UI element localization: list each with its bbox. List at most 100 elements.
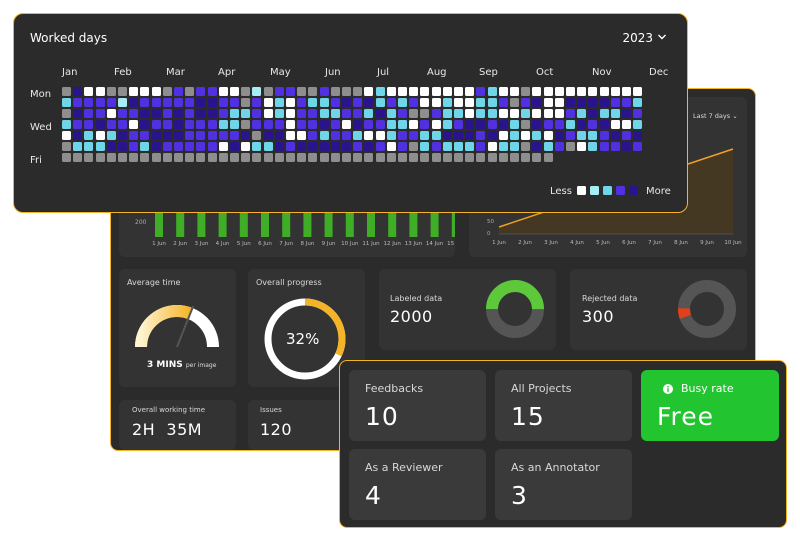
- heatmap-cell: [543, 153, 553, 162]
- heatmap-cell: [274, 120, 284, 129]
- feedbacks-value: 10: [365, 402, 399, 431]
- heatmap-cell: [185, 153, 195, 162]
- heatmap-cell: [218, 87, 228, 96]
- heatmap-cell: [218, 142, 228, 151]
- heatmap-cell: [62, 109, 71, 118]
- legend-swatch: [603, 186, 612, 195]
- heatmap-cell: [162, 87, 172, 96]
- heatmap-cell: [297, 131, 307, 140]
- info-icon: [663, 384, 673, 394]
- heatmap-cell: [263, 120, 273, 129]
- heatmap-cell: [364, 142, 374, 151]
- bar-chart-tick: 200: [135, 219, 147, 226]
- heatmap-cell: [577, 142, 587, 151]
- heatmap-cell: [207, 120, 217, 129]
- legend-more: More: [646, 186, 671, 197]
- heatmap-cell: [319, 98, 329, 107]
- heatmap-cell: [218, 153, 228, 162]
- rejected-data-donut: [678, 280, 736, 338]
- reviewer-card[interactable]: As a Reviewer 4: [349, 449, 486, 520]
- annotator-card[interactable]: As an Annotator 3: [495, 449, 632, 520]
- heatmap-cell: [319, 120, 329, 129]
- heatmap-cell: [129, 120, 139, 129]
- heatmap-cell: [263, 87, 273, 96]
- heatmap-cell: [84, 120, 94, 129]
- busy-rate-card[interactable]: Busy rate Free: [641, 370, 779, 441]
- range-select[interactable]: Last 7 days ⌄: [693, 112, 738, 120]
- heatmap-cell: [498, 120, 508, 129]
- line-tick-label: 50: [487, 219, 494, 225]
- heatmap-cell: [140, 109, 150, 118]
- heatmap-cell: [241, 98, 251, 107]
- heatmap-cell: [106, 98, 116, 107]
- all-projects-card[interactable]: All Projects 15: [495, 370, 632, 441]
- heatmap-cell: [588, 120, 598, 129]
- heatmap-cell: [398, 153, 407, 162]
- heatmap-cell: [633, 109, 643, 118]
- heatmap-cell: [274, 153, 284, 162]
- heatmap-cell: [431, 131, 441, 140]
- heatmap-cell: [599, 87, 609, 96]
- line-date-label: 3 Jun: [544, 240, 558, 246]
- heatmap-cell: [129, 131, 139, 140]
- heatmap-cell: [218, 131, 228, 140]
- heatmap-cell: [308, 142, 318, 151]
- heatmap-cell: [140, 153, 150, 162]
- heatmap-cell: [633, 87, 643, 96]
- heatmap-cell: [73, 131, 83, 140]
- heatmap-cell: [263, 109, 273, 118]
- heatmap-cell: [409, 142, 419, 151]
- bar: [197, 199, 206, 237]
- range-select-label: Last 7 days: [693, 112, 731, 120]
- heatmap-cell: [577, 87, 587, 96]
- heatmap-cell: [106, 87, 116, 96]
- heatmap-cell: [420, 142, 430, 151]
- heatmap-cell: [252, 98, 262, 107]
- heatmap-cell: [297, 87, 307, 96]
- heatmap-cell: [207, 87, 217, 96]
- heatmap-cell: [129, 153, 139, 162]
- heatmap-cell: [465, 142, 475, 151]
- bar: [367, 199, 375, 237]
- heatmap-cell: [174, 142, 183, 151]
- heatmap-cell: [274, 98, 284, 107]
- heatmap-cell: [118, 153, 127, 162]
- heatmap-cell: [207, 98, 217, 107]
- heatmap-cell: [510, 131, 519, 140]
- year-select[interactable]: 2023: [622, 31, 653, 45]
- bar: [388, 199, 397, 237]
- heatmap-cell: [386, 98, 396, 107]
- heatmap-cell: [454, 120, 463, 129]
- heatmap-cell: [599, 120, 609, 129]
- heatmap-cell: [566, 109, 575, 118]
- heatmap-cell: [599, 142, 609, 151]
- heatmap-cell: [498, 131, 508, 140]
- heatmap-cell: [118, 109, 127, 118]
- average-time-number: 3 MINS: [147, 360, 183, 370]
- average-time-card: Average time 3 MINS per image: [119, 269, 236, 387]
- worked-days-panel: Worked days 2023 Jan Feb Mar Apr May Jun…: [13, 13, 688, 213]
- feedbacks-card[interactable]: Feedbacks 10: [349, 370, 486, 441]
- heatmap-cell: [599, 109, 609, 118]
- heatmap-cell: [151, 131, 161, 140]
- heatmap-cell: [375, 131, 385, 140]
- rejected-data-label: Rejected data: [582, 294, 638, 303]
- heatmap-cell: [431, 98, 441, 107]
- heatmap-cell: [465, 87, 475, 96]
- heatmap-cell: [487, 87, 497, 96]
- heatmap-cell: [241, 142, 251, 151]
- chevron-down-icon[interactable]: [657, 32, 667, 42]
- heatmap-cell: [442, 87, 452, 96]
- heatmap-cell: [498, 142, 508, 151]
- heatmap-cell: [386, 142, 396, 151]
- heatmap-cell: [588, 142, 598, 151]
- annotator-value: 3: [511, 481, 528, 510]
- heatmap-cell: [409, 109, 419, 118]
- day-label-mon: Mon: [30, 89, 52, 100]
- bar: [155, 199, 163, 237]
- working-time-value: 2H 35M: [132, 420, 203, 439]
- heatmap-cell: [342, 120, 351, 129]
- heatmap-cell: [375, 120, 385, 129]
- heatmap-cell: [185, 98, 195, 107]
- heatmap-cell: [342, 109, 351, 118]
